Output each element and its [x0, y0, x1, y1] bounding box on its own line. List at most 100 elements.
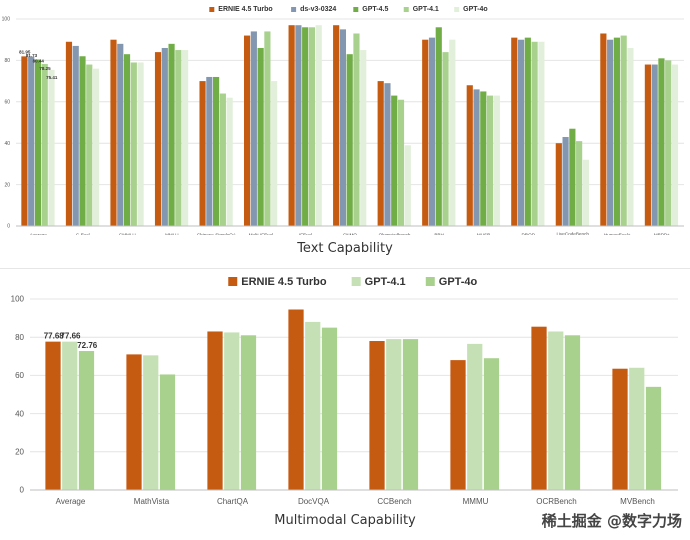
bar-gpt-4-1	[486, 95, 494, 226]
bar-gpt-4-1	[41, 64, 48, 227]
legend-label: GPT-4.1	[413, 6, 439, 13]
bar-ernie-4-5-turbo	[21, 56, 28, 227]
bar-ernie-4-5-turbo	[288, 309, 304, 490]
bar-gpt-4o	[483, 358, 500, 490]
bar-gpt-4o	[240, 335, 257, 490]
bar-gpt-4o	[627, 47, 634, 227]
x-tick-label: Multi-IFEval	[249, 233, 273, 235]
bar-gpt-4-1	[264, 31, 271, 227]
bar-gpt-4o	[226, 97, 233, 226]
x-tick-label: CCBench	[377, 497, 411, 506]
bar-gpt-4-1	[548, 331, 564, 490]
legend-label: GPT-4o	[463, 6, 488, 13]
bar-gpt-4-1	[175, 50, 182, 226]
bar-gpt-4o	[182, 50, 189, 226]
y-tick-label: 80	[15, 333, 24, 342]
y-tick-label: 60	[4, 99, 10, 105]
bar-ernie-4-5-turbo	[612, 368, 628, 490]
bar-ernie-4-5-turbo	[154, 52, 162, 227]
data-label: 77.68	[44, 332, 65, 341]
bar-ernie-4-5-turbo	[555, 143, 562, 226]
bar-gpt-4o	[159, 374, 176, 490]
y-tick-label: 40	[15, 409, 24, 418]
x-tick-label: BBH	[434, 233, 443, 235]
bar-ds-v3-0324	[250, 31, 257, 227]
x-tick-label: CMMLU	[119, 233, 136, 235]
bar-ds-v3-0324	[206, 76, 213, 227]
bar-gpt-4o	[671, 64, 679, 226]
bar-ds-v3-0324	[473, 89, 480, 226]
y-tick-label: 0	[20, 486, 25, 495]
x-tick-label: DocVQA	[298, 497, 330, 506]
data-label: 81.73	[26, 53, 38, 58]
x-tick-label: CNMO	[343, 233, 357, 235]
bar-gpt-4-1	[308, 27, 316, 227]
legend: ERNIE 4.5 Turbo GPT-4.1 GPT-4o	[228, 276, 478, 288]
y-tick-label: 0	[7, 224, 10, 230]
watermark: 稀土掘金 @数字力场	[541, 512, 682, 530]
x-tick-label: DROP	[521, 233, 534, 235]
x-tick-label: Chinese-SimpleQA	[197, 233, 237, 235]
bar-gpt-4-1	[386, 339, 402, 490]
x-tick-label: MMLU	[165, 233, 179, 235]
x-tick-label: MBPP+	[654, 233, 670, 235]
bar-gpt-4-1	[576, 141, 583, 226]
bar-gpt-4-5	[346, 54, 353, 226]
bar-ernie-4-5-turbo	[65, 41, 73, 226]
bar-ernie-4-5-turbo	[45, 341, 61, 490]
bar-ernie-4-5-turbo	[126, 354, 142, 490]
x-tick-label: MUSR	[477, 233, 491, 235]
legend-swatch	[454, 7, 460, 12]
bar-gpt-4-5	[435, 27, 442, 227]
bar-gpt-4o	[402, 339, 419, 490]
bar-ds-v3-0324	[161, 47, 168, 227]
bar-gpt-4o	[645, 386, 662, 490]
x-tick-label: IFEval	[299, 233, 312, 235]
bar-ernie-4-5-turbo	[466, 85, 473, 227]
x-tick-label: Average	[30, 233, 47, 235]
bar-ds-v3-0324	[517, 39, 525, 227]
legend-label: GPT-4.1	[365, 276, 406, 288]
bar-ernie-4-5-turbo	[244, 35, 251, 227]
legend-label: GPT-4o	[439, 276, 478, 288]
bar-ernie-4-5-turbo	[644, 64, 651, 226]
bar-gpt-4o	[449, 39, 456, 227]
bar-gpt-4o	[582, 159, 589, 226]
legend-swatch	[291, 7, 297, 12]
bar-gpt-4-5	[524, 37, 531, 226]
text-capability-chart: 0 20 40 60 80 100 ERNIE 4.5 Turbo ds-v3-0324 GPT…	[2, 6, 684, 242]
bar-gpt-4o	[321, 327, 338, 490]
x-tick-label: C-Eval	[76, 233, 90, 235]
legend-swatch	[403, 7, 409, 12]
bar-ds-v3-0324	[339, 29, 347, 226]
bar-gpt-4-1	[467, 343, 483, 490]
y-tick-label: 80	[4, 58, 10, 64]
bar-gpt-4-1	[531, 41, 538, 226]
bar-gpt-4-1	[397, 99, 405, 226]
bar-ernie-4-5-turbo	[333, 25, 340, 227]
x-tick-label: Average	[56, 497, 86, 506]
bar-gpt-4-5	[480, 91, 487, 226]
bar-gpt-4o	[78, 351, 95, 490]
data-label: 78.25	[39, 66, 51, 71]
legend-swatch	[353, 7, 359, 12]
bar-gpt-4-5	[613, 37, 620, 226]
bar-gpt-4-1	[665, 60, 672, 227]
bar-ernie-4-5-turbo	[511, 37, 518, 226]
multimodal-capability-panel: 0 20 40 60 80 100 ERNIE 4.5 Turbo GPT-4.1 GPT-4o…	[0, 268, 690, 509]
bar-ernie-4-5-turbo	[600, 33, 607, 226]
bar-ds-v3-0324	[28, 56, 35, 226]
bar-gpt-4-5	[168, 43, 175, 227]
bar-gpt-4o	[404, 145, 411, 226]
data-label: 80.44	[33, 58, 45, 63]
multimodal-capability-caption: Multimodal Capability	[274, 513, 416, 528]
bar-ernie-4-5-turbo	[288, 25, 295, 227]
legend-label: ERNIE 4.5 Turbo	[218, 6, 272, 13]
bar-ds-v3-0324	[607, 39, 614, 227]
legend-swatch	[425, 277, 435, 286]
bar-gpt-4o	[493, 95, 500, 226]
bar-gpt-4-1	[219, 93, 226, 227]
bar-ds-v3-0324	[651, 64, 658, 226]
x-tick-label: OCRBench	[536, 497, 576, 506]
x-tick-label: MMMU	[463, 497, 489, 506]
